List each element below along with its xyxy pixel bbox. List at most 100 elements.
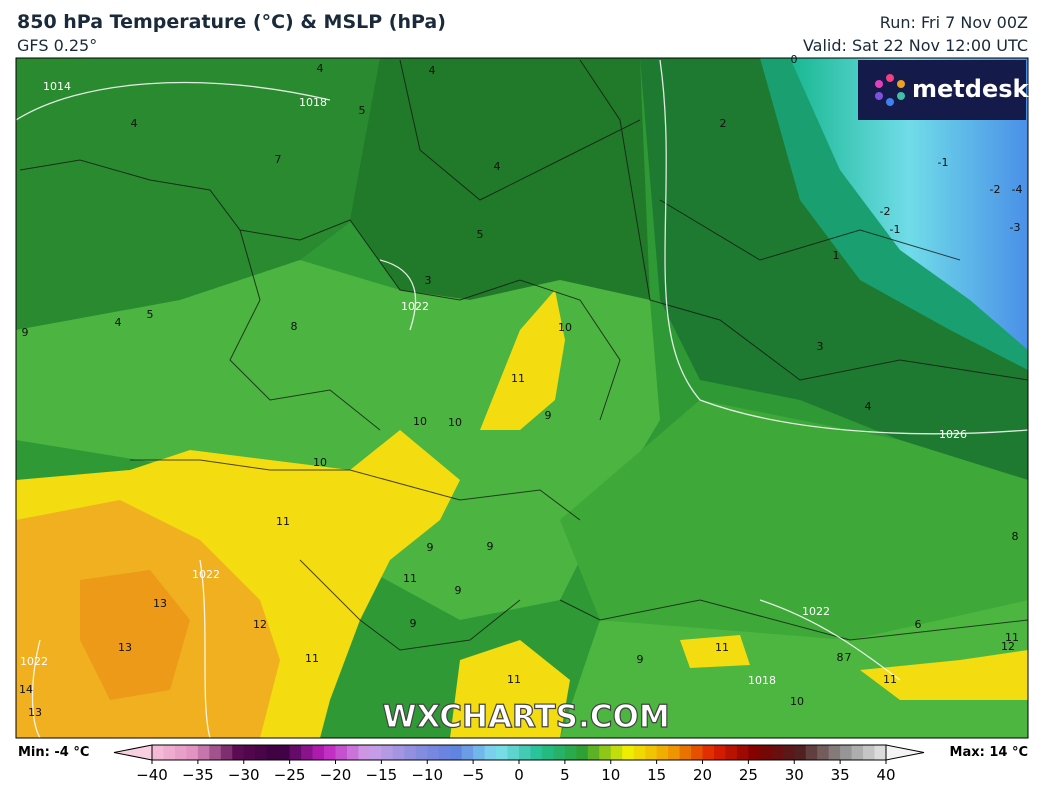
temperature-label: 4 [494, 160, 501, 173]
colorbar-cell [335, 745, 348, 760]
colorbar-tick-label: −5 [462, 766, 484, 784]
colorbar-cell [473, 745, 486, 760]
colorbar-cell [564, 745, 577, 760]
temperature-label: 14 [19, 683, 33, 696]
title: 850 hPa Temperature (°C) & MSLP (hPa) [17, 11, 446, 33]
temperature-label: 9 [487, 540, 494, 553]
temperature-label: 3 [817, 340, 824, 353]
temperature-label: -2 [880, 205, 891, 218]
temperature-label: -1 [938, 156, 949, 169]
run-time: Run: Fri 7 Nov 00Z [879, 13, 1028, 32]
temperature-label: 9 [22, 326, 29, 339]
isobar-label: 1026 [939, 428, 967, 441]
colorbar-tick-label: −15 [366, 766, 398, 784]
temperature-label: 5 [359, 104, 366, 117]
colorbar-cell [381, 745, 394, 760]
temperature-label: 7 [275, 153, 282, 166]
temperature-label: 12 [253, 618, 267, 631]
colorbar-cell [530, 745, 543, 760]
temperature-label: 13 [118, 641, 132, 654]
colorbar-tick-label: −10 [411, 766, 443, 784]
colorbar-cell [346, 745, 359, 760]
colorbar-cell [496, 745, 509, 760]
temperature-label: 0 [791, 53, 798, 66]
temperature-label: 8 [1012, 530, 1019, 543]
colorbar-cell [519, 745, 531, 760]
colorbar-cell [369, 745, 382, 760]
colorbar-tick-label: −35 [182, 766, 214, 784]
colorbar-cell [450, 745, 463, 760]
colorbar-cell [622, 745, 635, 760]
temperature-label: 4 [131, 117, 138, 130]
temperature-label: 4 [317, 62, 324, 75]
colorbar-cell [266, 745, 279, 760]
temperature-label: 5 [147, 308, 154, 321]
colorbar-cell [702, 745, 715, 760]
temperature-label: 11 [403, 572, 417, 585]
model: GFS 0.25° [17, 36, 98, 55]
colorbar-cell [507, 745, 520, 760]
colorbar-cell [679, 745, 692, 760]
colorbar-cell [163, 745, 176, 760]
colorbar-tick-label: 40 [876, 766, 895, 784]
temperature-label: 3 [425, 274, 432, 287]
temperature-label: -2 [990, 183, 1001, 196]
temperature-label: 9 [427, 541, 434, 554]
isobar-label: 1018 [748, 674, 776, 687]
temperature-label: 11 [1005, 631, 1019, 644]
colorbar-tick-label: 0 [514, 766, 524, 784]
colorbar-cell [587, 745, 600, 760]
temperature-label: 10 [313, 456, 327, 469]
temperature-label: -3 [1010, 221, 1021, 234]
valid-time: Valid: Sat 22 Nov 12:00 UTC [802, 36, 1028, 55]
temperature-label: -4 [1012, 183, 1023, 196]
temperature-label: 9 [455, 584, 462, 597]
colorbar-cell [197, 745, 210, 760]
colorbar-tick-label: −30 [228, 766, 260, 784]
temperature-label: 9 [637, 653, 644, 666]
temperature-label: -1 [890, 223, 901, 236]
temperature-label: 6 [915, 618, 922, 631]
colorbar-cell [633, 745, 646, 760]
colorbar-cell [748, 745, 761, 760]
isobar-label: 1014 [43, 80, 71, 93]
colorbar-cell [232, 745, 245, 760]
colorbar-cell [725, 745, 738, 760]
isobar-label: 1022 [192, 568, 220, 581]
colorbar-cell [782, 745, 795, 760]
colorbar-cell [255, 745, 268, 760]
colorbar-cell [541, 745, 554, 760]
map-frame [15, 57, 1029, 739]
temperature-label: 8 [837, 651, 844, 664]
colorbar-cell [358, 745, 371, 760]
temperature-label: 11 [715, 641, 729, 654]
colorbar: −40 −35 −30 −25 −20 −15 −10 −5 0 5 10 15 20 25 30 35 40 [113, 744, 925, 784]
colorbar-cell [736, 745, 749, 760]
colorbar-tick-label: −20 [320, 766, 352, 784]
temperature-label: 10 [558, 321, 572, 334]
colorbar-cell [794, 745, 807, 760]
colorbar-end [113, 744, 153, 761]
map-field [16, 58, 1028, 738]
colorbar-tick-label: 5 [560, 766, 570, 784]
colorbar-cell [805, 745, 818, 760]
temperature-label: 2 [720, 117, 727, 130]
temperature-label: 7 [845, 651, 852, 664]
isobar-label: 1022 [802, 605, 830, 618]
colorbar-cell [220, 745, 233, 760]
colorbar-tick-label: −25 [274, 766, 306, 784]
isobar-label: 1018 [299, 96, 327, 109]
colorbar-cell [771, 745, 784, 760]
colorbar-cell [484, 745, 497, 760]
colorbar-cell [174, 745, 187, 760]
colorbar-cell [278, 745, 291, 760]
temperature-label: 9 [410, 617, 417, 630]
temperature-label: 4 [115, 316, 122, 329]
logo: metdesk [858, 60, 1030, 120]
colorbar-cell [863, 745, 876, 760]
temperature-label: 8 [291, 320, 298, 333]
colorbar-cell [840, 745, 853, 760]
temperature-label: 10 [790, 695, 804, 708]
colorbar-cell [209, 745, 222, 760]
colorbar-cell [668, 745, 681, 760]
